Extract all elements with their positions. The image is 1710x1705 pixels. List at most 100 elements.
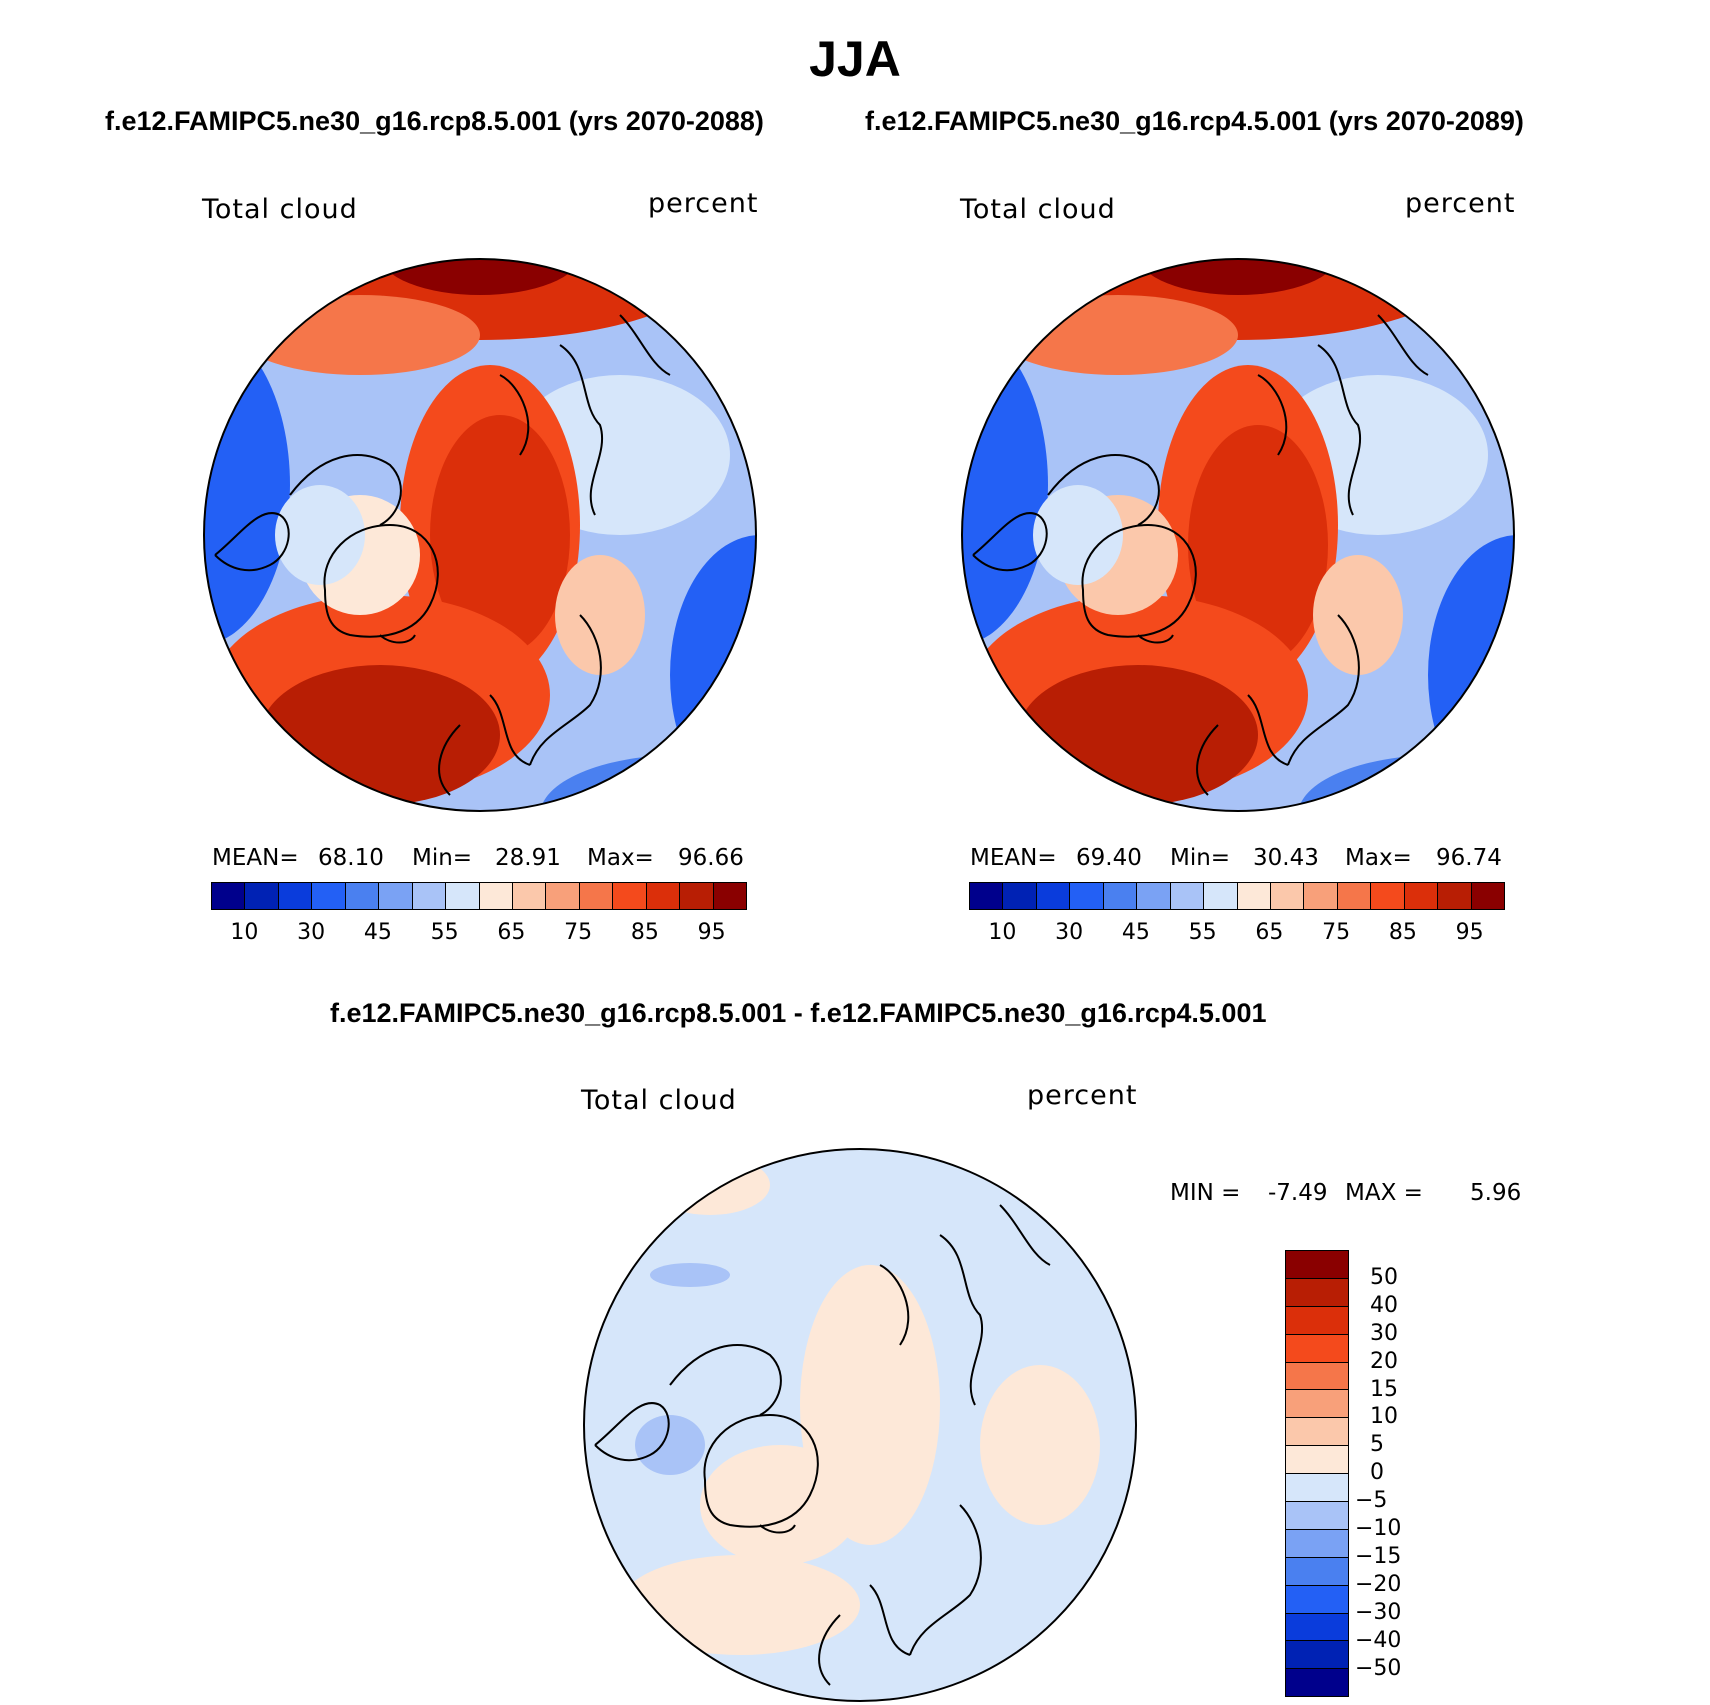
diff-polar-map [583, 1148, 1137, 1702]
colorbar-tick-label: 75 [564, 920, 593, 945]
colorbar-tick-label: 30 [1370, 1320, 1398, 1346]
colorbar-swatch [1286, 1390, 1348, 1419]
colorbar-tick-label: 95 [1455, 920, 1484, 945]
panel1-case-title: f.e12.FAMIPC5.ne30_g16.rcp8.5.001 (yrs 2… [105, 106, 764, 136]
colorbar-tick-label: 85 [630, 920, 659, 945]
diff-colorbar [1285, 1250, 1349, 1698]
colorbar-swatch [680, 883, 714, 909]
colorbar-swatch [1304, 883, 1338, 909]
colorbar-swatch [1103, 883, 1138, 909]
diff-case-title: f.e12.FAMIPC5.ne30_g16.rcp8.5.001 - f.e1… [330, 998, 1267, 1028]
colorbar-swatch [1137, 883, 1171, 909]
diff-variable-label: Total cloud [581, 1085, 737, 1116]
colorbar-swatch [970, 883, 1004, 909]
colorbar-swatch [479, 883, 513, 909]
panel2-mean-value: 69.40 [1076, 845, 1142, 871]
colorbar-swatch [579, 883, 614, 909]
colorbar-swatch [1070, 883, 1104, 909]
colorbar-tick-label: 10 [230, 920, 259, 945]
colorbar-tick-label: 55 [1188, 920, 1217, 945]
colorbar-tick-label: 45 [363, 920, 392, 945]
colorbar-tick-label: 95 [697, 920, 726, 945]
colorbar-swatch [1270, 883, 1305, 909]
colorbar-tick-label: 40 [1370, 1292, 1398, 1318]
colorbar-swatch [412, 883, 447, 909]
colorbar-swatch [1337, 883, 1372, 909]
colorbar-swatch [1471, 883, 1504, 909]
colorbar-swatch [1286, 1306, 1348, 1335]
panel1-max-label: Max= [587, 845, 654, 871]
panel1-min-label: Min= [412, 845, 473, 871]
colorbar-swatch [1286, 1251, 1348, 1279]
colorbar-swatch [1286, 1529, 1348, 1558]
colorbar-tick-label: 10 [988, 920, 1017, 945]
panel1-colorbar [211, 882, 747, 910]
colorbar-swatch [1286, 1418, 1348, 1447]
colorbar-tick-label: 75 [1322, 920, 1351, 945]
colorbar-tick-label: −30 [1355, 1599, 1402, 1625]
colorbar-tick-label: 50 [1370, 1264, 1398, 1290]
panel2-min-value: 30.43 [1253, 845, 1319, 871]
colorbar-tick-label: 30 [1055, 920, 1084, 945]
colorbar-swatch [512, 883, 547, 909]
colorbar-swatch [613, 883, 647, 909]
panel1-variable-label: Total cloud [202, 194, 358, 225]
colorbar-swatch [379, 883, 413, 909]
panel2-min-label: Min= [1170, 845, 1231, 871]
panel1-mean-value: 68.10 [318, 845, 384, 871]
panel2-units-label: percent [1405, 188, 1516, 219]
colorbar-swatch [646, 883, 681, 909]
colorbar-swatch [1286, 1557, 1348, 1586]
colorbar-tick-label: −20 [1355, 1571, 1402, 1597]
panel2-variable-label: Total cloud [960, 194, 1116, 225]
panel1-polar-map [203, 258, 757, 812]
colorbar-swatch [1286, 1669, 1348, 1697]
diff-units-label: percent [1027, 1080, 1138, 1111]
colorbar-tick-label: 20 [1370, 1348, 1398, 1374]
panel1-max-value: 96.66 [678, 845, 744, 871]
colorbar-tick-label: −5 [1355, 1488, 1388, 1514]
colorbar-swatch [1204, 883, 1238, 909]
colorbar-swatch [1286, 1474, 1348, 1503]
colorbar-tick-label: −50 [1355, 1655, 1402, 1681]
colorbar-swatch [1237, 883, 1271, 909]
colorbar-swatch [1036, 883, 1071, 909]
colorbar-swatch [1286, 1585, 1348, 1614]
panel1-min-value: 28.91 [495, 845, 561, 871]
diff-min-value: -7.49 [1268, 1180, 1328, 1206]
colorbar-tick-label: −15 [1355, 1543, 1402, 1569]
colorbar-tick-label: 10 [1370, 1404, 1398, 1430]
colorbar-swatch [1286, 1362, 1348, 1391]
diff-min-label: MIN = [1170, 1180, 1241, 1206]
colorbar-swatch [245, 883, 279, 909]
colorbar-tick-label: 5 [1370, 1432, 1384, 1458]
colorbar-swatch [1371, 883, 1405, 909]
colorbar-swatch [1286, 1502, 1348, 1530]
panel2-max-label: Max= [1345, 845, 1412, 871]
colorbar-swatch [446, 883, 480, 909]
colorbar-swatch [1404, 883, 1439, 909]
colorbar-tick-label: 0 [1370, 1460, 1384, 1486]
colorbar-swatch [1286, 1334, 1348, 1363]
panel1-mean-label: MEAN= [212, 845, 299, 871]
colorbar-swatch [713, 883, 746, 909]
colorbar-swatch [1286, 1446, 1348, 1475]
colorbar-swatch [1438, 883, 1472, 909]
colorbar-swatch [1286, 1278, 1348, 1307]
colorbar-tick-label: 55 [430, 920, 459, 945]
colorbar-tick-label: 65 [1255, 920, 1284, 945]
colorbar-swatch [546, 883, 580, 909]
colorbar-swatch [212, 883, 246, 909]
colorbar-tick-label: −10 [1355, 1516, 1402, 1541]
figure-title: JJA [809, 31, 901, 87]
panel2-mean-label: MEAN= [970, 845, 1057, 871]
colorbar-tick-label: 45 [1121, 920, 1150, 945]
panel2-case-title: f.e12.FAMIPC5.ne30_g16.rcp4.5.001 (yrs 2… [865, 106, 1524, 136]
diff-max-value: 5.96 [1470, 1180, 1522, 1206]
colorbar-tick-label: 30 [297, 920, 326, 945]
panel2-polar-map [961, 258, 1515, 812]
panel1-units-label: percent [648, 188, 759, 219]
diff-max-label: MAX = [1345, 1180, 1423, 1206]
colorbar-tick-label: −40 [1355, 1627, 1402, 1653]
colorbar-swatch [1286, 1641, 1348, 1670]
